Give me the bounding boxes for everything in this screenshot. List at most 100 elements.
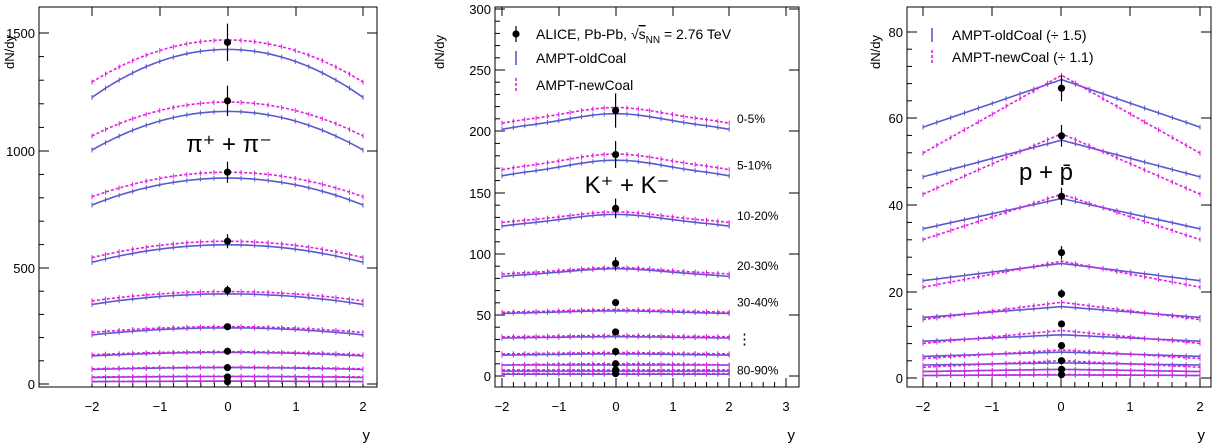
proton-legend: AMPT-oldCoal (÷ 1.5) AMPT-newCoal (÷ 1.1… — [931, 27, 1094, 65]
centrality-label: 0-5% — [737, 112, 765, 126]
pion-alice-point — [223, 347, 232, 355]
proton-alice-point — [1057, 132, 1066, 140]
legend-oldcoal-label: AMPT-oldCoal — [536, 50, 626, 66]
kaon-ytick-label: 0 — [484, 369, 491, 384]
legend-alice: ALICE, Pb-Pb, √sNN = 2.76 TeV — [512, 26, 732, 46]
centrality-label: 20-30% — [737, 259, 779, 273]
pion-alice-point — [223, 97, 232, 105]
proton-ylabel: dN/dy — [868, 35, 883, 69]
pion-alice-point — [223, 168, 232, 176]
kaon-alice-point — [612, 328, 620, 336]
proton-ytick-label: 60 — [889, 111, 903, 126]
kaon-alice-point — [612, 299, 620, 307]
pion-alice-point — [223, 286, 232, 294]
proton-alice-point — [1057, 290, 1066, 298]
pion-ytick-label: 1500 — [6, 26, 35, 41]
pion-ytick-label: 0 — [28, 377, 35, 392]
kaon-xtick-label: 1 — [669, 399, 676, 414]
kaon-alice-point — [612, 204, 620, 213]
kaon-ytick-label: 150 — [469, 186, 491, 201]
proton-newcoal-curve — [922, 349, 1201, 360]
legend-oldcoal: AMPT-oldCoal — [515, 50, 626, 66]
kaon-centrality-labels: 0-5% 5-10% 10-20% 20-30% 30-40% ⋮ 80-90% — [737, 112, 779, 377]
kaon-axes: −2 −1 0 1 2 3 0 50 100 150 200 250 300 — [469, 2, 799, 414]
centrality-label: 30-40% — [737, 296, 779, 310]
kaon-xlabel: y — [788, 427, 796, 444]
proton-newcoal-curve — [922, 301, 1201, 321]
kaon-plot-frame — [494, 6, 800, 388]
proton-xlabel: y — [1198, 427, 1206, 444]
legend-alice-marker — [512, 30, 520, 38]
proton-alice-point — [1057, 320, 1066, 328]
kaon-xtick-label: −2 — [495, 399, 510, 414]
pion-alice-point — [223, 364, 232, 372]
pion-curves — [91, 23, 364, 386]
proton-ytick-label: 40 — [889, 198, 903, 213]
kaon-xtick-label: 2 — [725, 399, 732, 414]
proton-xtick-label: 0 — [1057, 399, 1064, 414]
proton-alice-point — [1057, 357, 1066, 365]
proton-alice-point — [1057, 365, 1066, 373]
legend-alice-label: ALICE, Pb-Pb, √sNN = 2.76 TeV — [536, 26, 732, 46]
pion-xlabel: y — [363, 427, 371, 444]
proton-alice-point — [1057, 370, 1066, 379]
proton-alice-point — [1057, 192, 1066, 200]
kaon-ytick-label: 100 — [469, 247, 491, 262]
centrality-label: 10-20% — [737, 209, 779, 223]
proton-xtick-label: −1 — [985, 399, 1000, 414]
proton-plot-frame — [906, 6, 1212, 388]
proton-newcoal-curve — [922, 359, 1201, 368]
legend-alice-sqrt: √ — [631, 26, 639, 42]
pion-newcoal-curve — [91, 171, 364, 198]
pion-xtick-label: 2 — [359, 399, 366, 414]
pion-alice-point — [223, 323, 232, 331]
kaon-xtick-label: −1 — [552, 399, 567, 414]
proton-curves — [922, 72, 1201, 379]
kaon-alice-point — [612, 106, 620, 115]
pion-alice-point — [223, 38, 232, 46]
legend-oldcoal-scaled-label: AMPT-oldCoal (÷ 1.5) — [952, 27, 1087, 43]
proton-xtick-label: 1 — [1126, 399, 1133, 414]
kaon-newcoal-curve — [501, 106, 730, 124]
proton-alice-point — [1057, 248, 1066, 257]
legend-alice-suffix: = 2.76 TeV — [660, 26, 732, 42]
proton-newcoal-curve — [923, 373, 1200, 377]
pion-xtick-label: −1 — [153, 399, 168, 414]
centrality-label: ⋮ — [737, 331, 752, 348]
proton-xtick-label: 2 — [1196, 399, 1203, 414]
pion-alice-point — [223, 378, 232, 386]
legend-oldcoal-scaled: AMPT-oldCoal (÷ 1.5) — [931, 27, 1087, 43]
proton-xtick-label: −2 — [916, 399, 931, 414]
kaon-newcoal-curve — [501, 334, 730, 338]
pion-plot-frame — [38, 6, 378, 388]
proton-ytick-label: 20 — [889, 285, 903, 300]
proton-newcoal-curve — [922, 329, 1201, 345]
proton-newcoal-curve — [922, 74, 1201, 154]
kaon-ytick-label: 50 — [477, 308, 491, 323]
legend-alice-prefix: ALICE, Pb-Pb, — [536, 26, 631, 42]
legend-newcoal-scaled: AMPT-newCoal (÷ 1.1) — [931, 49, 1094, 65]
legend-newcoal-scaled-label: AMPT-newCoal (÷ 1.1) — [952, 49, 1094, 65]
kaon-ytick-label: 200 — [469, 124, 491, 139]
kaon-ylabel: dN/dy — [432, 35, 447, 69]
proton-newcoal-curve — [922, 368, 1201, 373]
kaon-alice-point — [612, 259, 620, 268]
proton-alice-point — [1057, 84, 1066, 92]
kaon-ytick-label: 300 — [469, 2, 491, 17]
pion-ylabel: dN/dy — [2, 35, 17, 69]
kaon-newcoal-curve — [501, 211, 730, 224]
kaon-newcoal-curve — [501, 363, 730, 366]
kaon-newcoal-curve — [501, 266, 730, 275]
kaon-newcoal-curve — [501, 308, 730, 313]
pion-xtick-label: −2 — [85, 399, 100, 414]
kaon-panel: dN/dy y K⁺ + K⁻ −2 −1 0 1 2 3 0 50 100 150 200 250 3… — [432, 2, 800, 444]
centrality-label: 80-90% — [737, 364, 779, 378]
proton-particle-label: p + p̄ — [1019, 159, 1073, 186]
legend-alice-s: s — [639, 26, 646, 42]
legend-newcoal: AMPT-newCoal — [515, 77, 633, 93]
proton-ytick-label: 0 — [896, 371, 903, 386]
kaon-alice-point — [612, 360, 620, 368]
kaon-alice-point — [612, 150, 620, 159]
